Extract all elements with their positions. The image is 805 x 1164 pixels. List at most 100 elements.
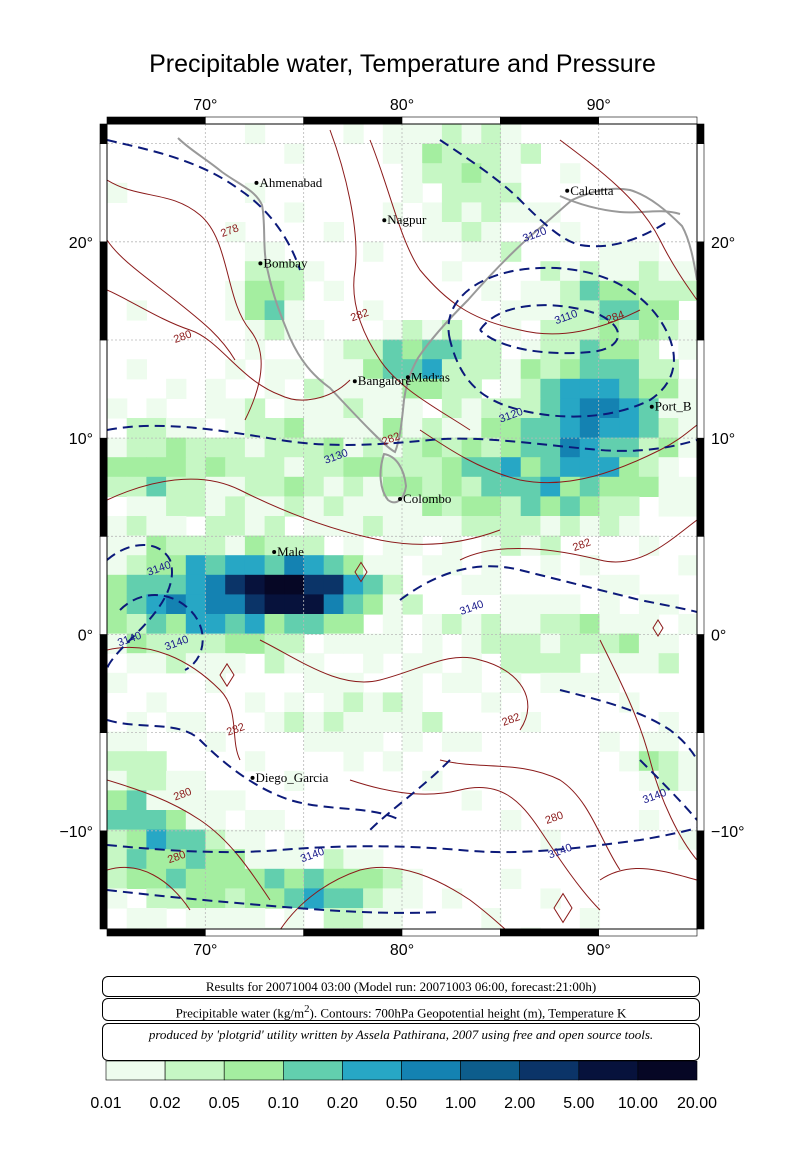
frame-segment [696,123,705,144]
grid-cell [678,398,697,419]
colorbar-tick-label: 0.10 [267,1095,299,1112]
grid-cell [619,633,640,654]
grid-cell [185,535,207,556]
grid-cell [638,457,660,478]
grid-cell [363,712,384,733]
grid-cell [146,829,167,850]
grid-cell [107,555,128,576]
grid-cell [658,418,679,439]
grid-cell [461,398,482,419]
grid-cell [461,653,482,674]
grid-cell [402,516,423,537]
grid-cell [244,614,266,635]
frame-segment [99,123,108,144]
grid-cell [323,339,344,360]
grid-cell [461,731,482,752]
grid-cell [540,378,561,399]
grid-cell [579,908,601,929]
grid-cell [619,398,640,419]
grid-cell [343,378,364,399]
grid-cell [678,770,697,791]
grid-cell [422,143,443,164]
grid-cell [225,398,246,419]
left-latitude-label: 0° [78,627,93,644]
grid-cell [422,418,443,439]
grid-cell [540,614,561,635]
grid-cell [658,751,679,772]
contour-label: 282 [225,721,246,739]
grid-cell [402,692,423,713]
grid-cell [304,457,325,478]
grid-cell [501,516,522,537]
frame-segment [106,116,206,125]
grid-cell [441,222,463,243]
grid-cell [520,202,541,223]
grid-cell [185,574,207,595]
grid-cell [343,339,364,360]
grid-cell [225,516,246,537]
grid-cell [382,712,404,733]
grid-cell [166,810,187,831]
grid-cell [599,437,620,458]
grid-cell [225,437,246,458]
grid-cell [225,614,246,635]
grid-cell [540,437,561,458]
grid-cell [579,339,601,360]
temperature-isoline [599,868,697,881]
grid-cell [638,751,660,772]
grid-cell [304,418,325,439]
city-label: Calcutta [570,183,614,198]
grid-cell [166,457,187,478]
grid-cell [363,594,384,615]
contour-label: 280 [166,849,187,867]
grid-cell [422,202,443,223]
grid-cell [501,633,522,654]
grid-cell [323,222,344,243]
temperature-isoline [107,179,262,421]
grid-cell [560,398,581,419]
city-marker-dot [272,550,277,555]
grid-cell [146,653,167,674]
grid-cell [599,418,620,439]
city-label: Port_B [655,399,692,414]
colorbar-swatch [401,1061,461,1081]
grid-cell [422,614,443,635]
grid-cell [501,163,522,184]
grid-cell [382,359,404,380]
city-label: Nagpur [387,212,427,227]
grid-cell [146,496,167,517]
grid-cell [284,712,305,733]
grid-cell [402,712,423,733]
grid-cell [264,653,285,674]
geopotential-isoline [107,827,697,854]
grid-cell [126,418,147,439]
grid-cell [560,516,581,537]
grid-cell [304,555,325,576]
grid-cell [520,300,541,321]
colorbar [105,1061,698,1081]
frame-segment [598,928,698,937]
grid-cell [501,496,522,517]
grid-cell [579,496,601,517]
grid-cell [501,476,522,497]
credit-note: produced by 'plotgrid' utility written b… [102,1023,700,1061]
colorbar-tick-label: 5.00 [563,1095,595,1112]
grid-cell [461,359,482,380]
grid-cell [166,476,187,497]
grid-cell [304,476,325,497]
grid-cell [205,868,226,889]
temperature-closed-contour [652,619,664,637]
grid-cell [126,849,147,870]
grid-cell [126,457,147,478]
grid-cell [363,418,384,439]
grid-cell [579,555,601,576]
grid-cell [619,614,640,635]
grid-cell [461,182,482,203]
frame-segment [99,437,108,537]
grid-cell [501,143,522,164]
grid-cell [146,849,167,870]
grid-cell [501,418,522,439]
grid-cell [422,124,443,145]
grid-cell [402,496,423,517]
grid-cell [638,398,660,419]
